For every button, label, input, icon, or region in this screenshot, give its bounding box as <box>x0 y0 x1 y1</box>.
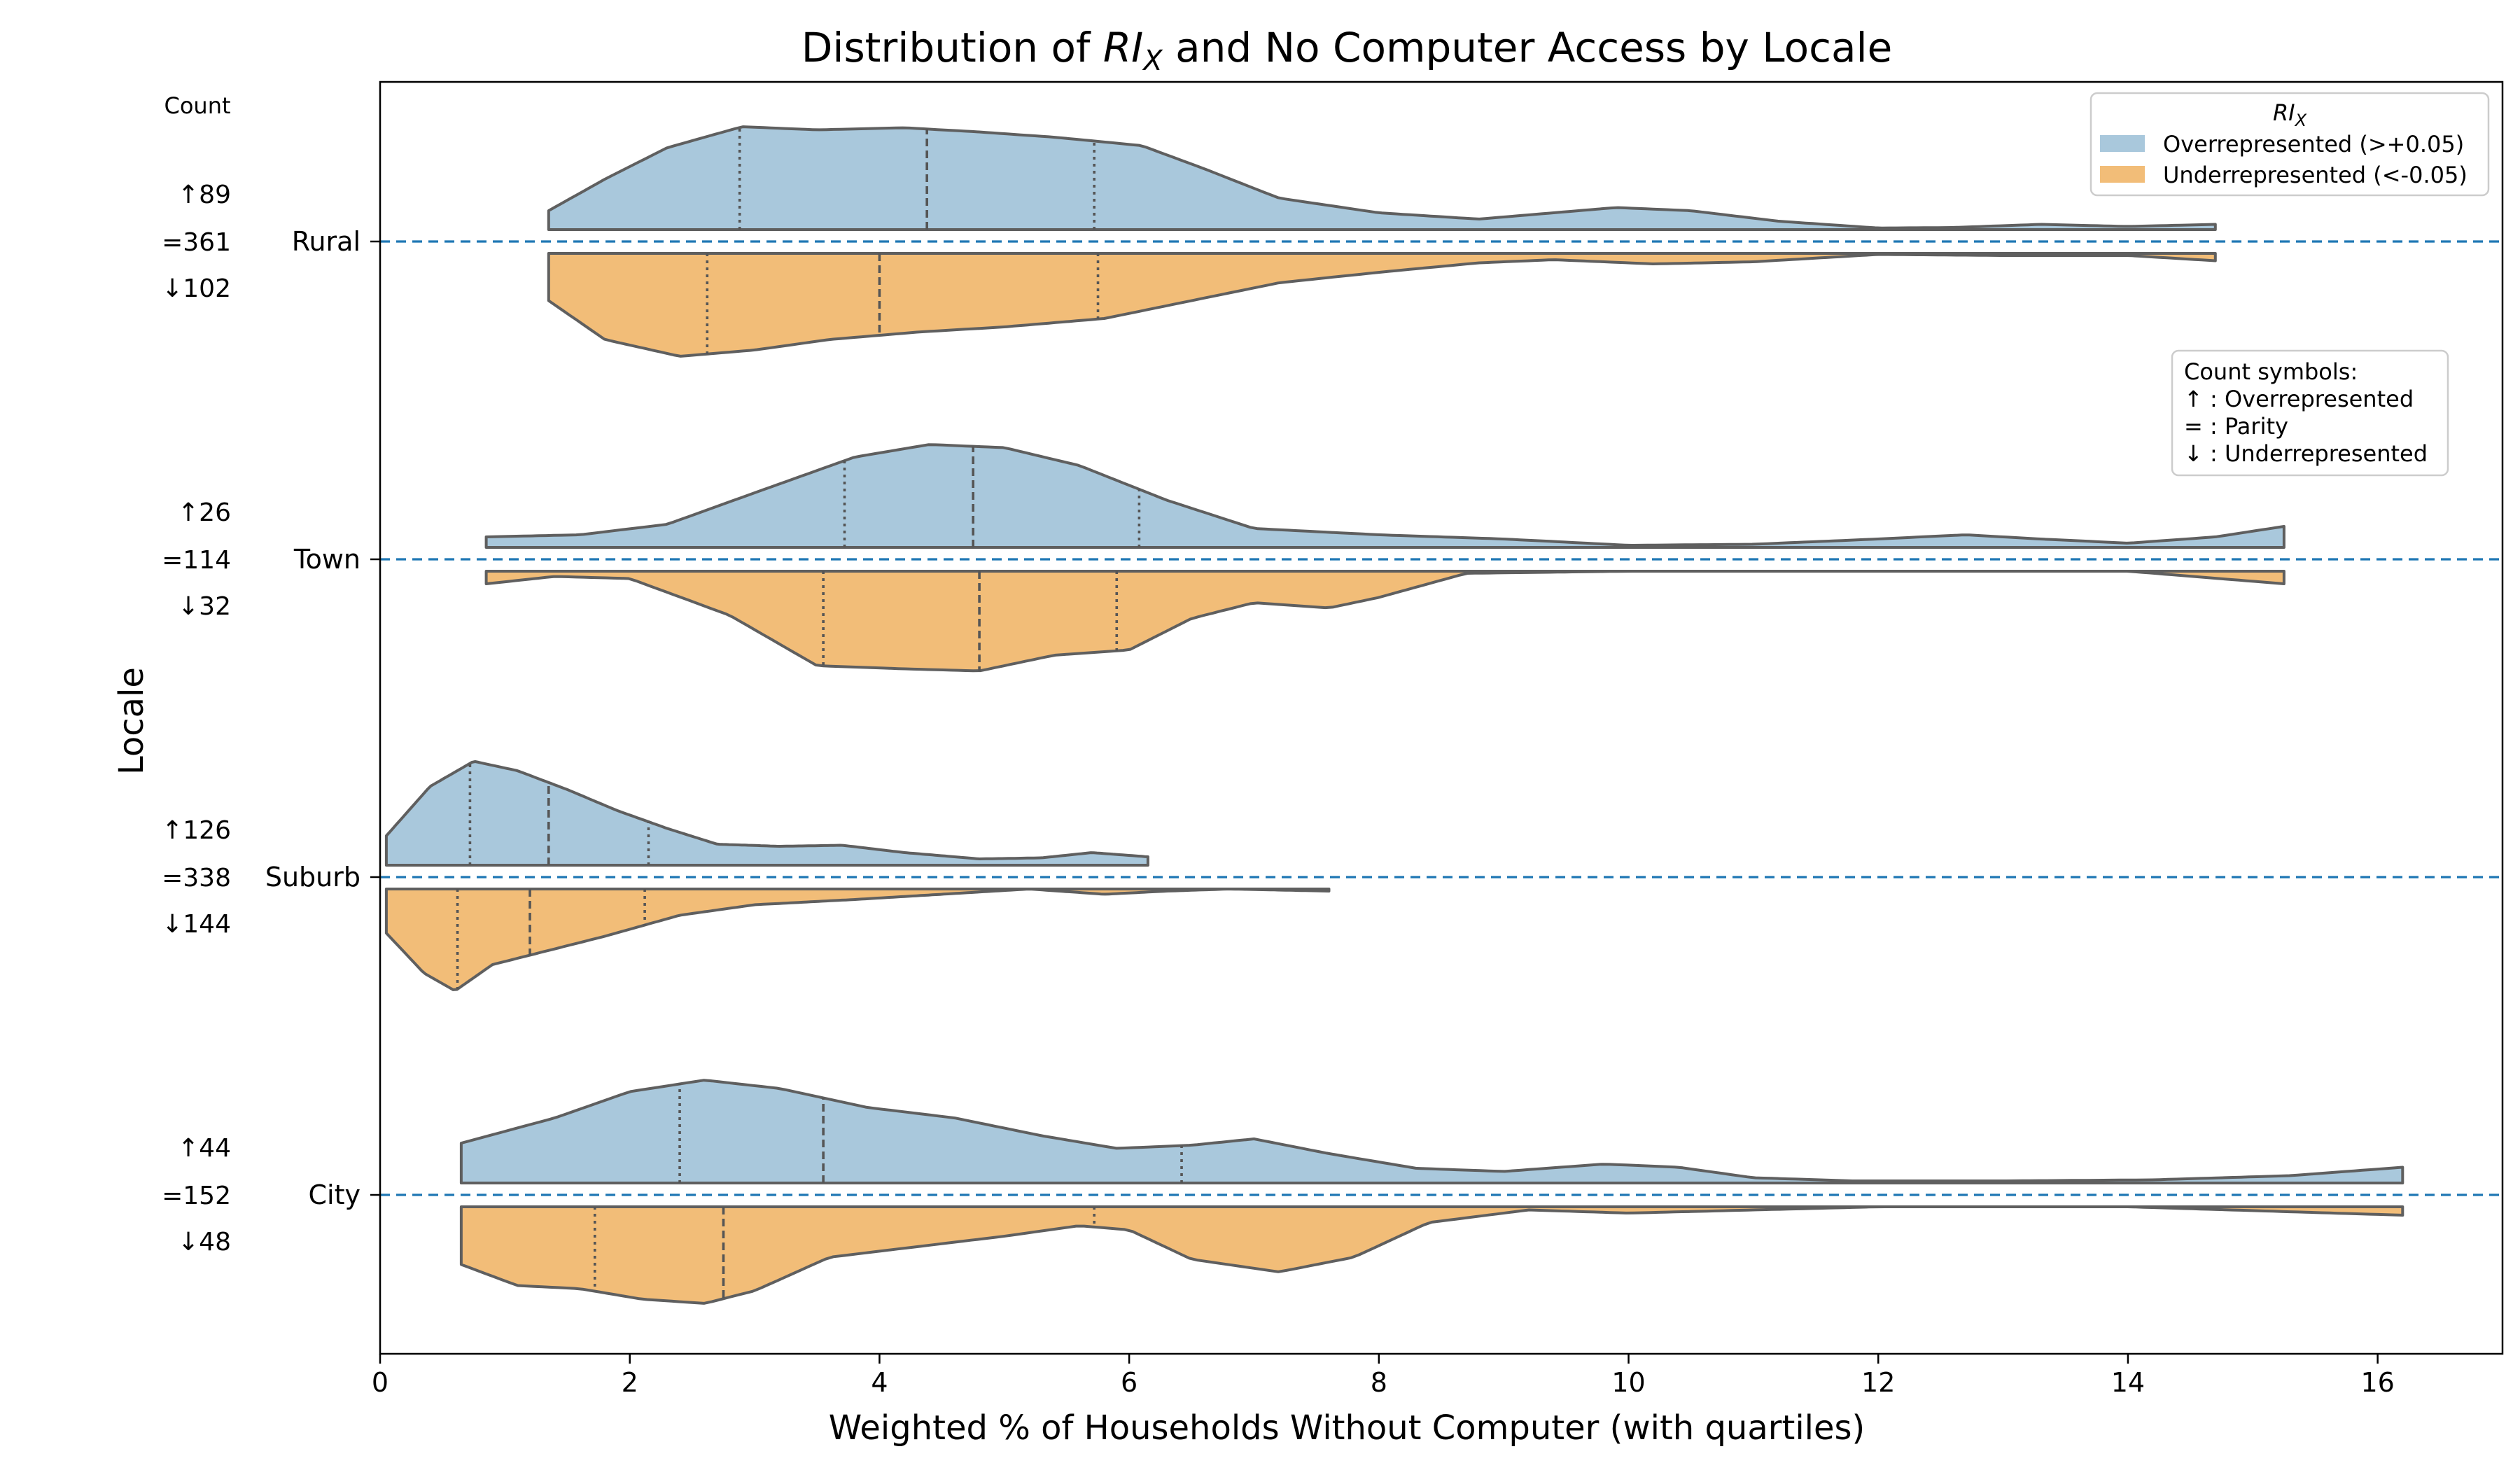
count-over-city: ↑44 <box>178 1134 231 1163</box>
count-header: Count <box>164 92 230 119</box>
plot-frame <box>379 80 2504 1355</box>
violin-rural-under <box>547 252 2217 358</box>
x-tick-label-6: 6 <box>1121 1367 1138 1398</box>
chart-title: Distribution of RIX and No Computer Acce… <box>802 24 1893 77</box>
y-tick-label-town: Town <box>293 544 360 575</box>
x-tick-label-16: 16 <box>2360 1367 2394 1398</box>
x-tick-label-12: 12 <box>1861 1367 1895 1398</box>
legend: RIX Overrepresented (>+0.05) Underrepres… <box>2090 92 2490 197</box>
count-symbols-under: ↓ : Underrepresented <box>2184 440 2428 467</box>
count-parity-rural: =361 <box>162 228 231 257</box>
y-axis-label: Locale <box>112 667 151 775</box>
y-axis-categories: Rural Town Suburb City <box>265 226 380 1210</box>
legend-box <box>2090 92 2490 197</box>
y-tick-label-rural: Rural <box>292 226 360 257</box>
violin-rural-over <box>547 125 2217 231</box>
count-symbols-title: Count symbols: <box>2184 358 2358 385</box>
x-tick-label-14: 14 <box>2111 1367 2145 1398</box>
y-tick-label-suburb: Suburb <box>265 862 360 892</box>
x-tick-label-0: 0 <box>372 1367 388 1398</box>
count-over-rural: ↑89 <box>178 181 231 209</box>
count-symbols-box <box>2171 349 2449 477</box>
count-over-suburb: ↑126 <box>162 816 231 845</box>
x-axis-ticks: 0 2 4 6 8 10 12 14 16 <box>372 1354 2395 1398</box>
count-parity-town: =114 <box>162 546 231 575</box>
count-under-suburb: ↓144 <box>162 910 231 939</box>
x-tick-label-10: 10 <box>1611 1367 1645 1398</box>
violin-suburb-over <box>384 760 1149 867</box>
legend-swatch-overrepresented <box>2100 135 2145 152</box>
x-axis-label: Weighted % of Households Without Compute… <box>829 1408 1865 1448</box>
legend-label-underrepresented: Underrepresented (<-0.05) <box>2163 162 2468 188</box>
violin-town-over <box>484 443 2286 549</box>
legend-label-overrepresented: Overrepresented (>+0.05) <box>2163 131 2464 158</box>
count-symbols-over: ↑ : Overrepresented <box>2184 386 2414 412</box>
quartile-lines <box>456 127 1183 1299</box>
x-tick-label-2: 2 <box>622 1367 638 1398</box>
y-tick-label-city: City <box>309 1180 360 1210</box>
count-parity-suburb: =338 <box>162 864 231 892</box>
legend-swatch-underrepresented <box>2100 166 2145 183</box>
count-annotations: ↑89 =361 ↓102 ↑26 =114 ↓32 ↑126 =338 ↓144 ↑44 =152… <box>162 181 231 1256</box>
count-symbols-note: Count symbols: ↑ : Overrepresented = : P… <box>2171 349 2449 477</box>
count-parity-city: =152 <box>162 1182 231 1210</box>
violins <box>384 125 2404 1305</box>
count-under-rural: ↓102 <box>162 274 231 303</box>
violin-city-over <box>459 1079 2404 1184</box>
violin-city-under <box>459 1205 2404 1305</box>
x-tick-label-8: 8 <box>1371 1367 1387 1398</box>
legend-title: RIX <box>2273 99 2307 130</box>
count-under-city: ↓48 <box>178 1228 231 1256</box>
count-symbols-parity: = : Parity <box>2184 413 2288 440</box>
violin-town-under <box>484 570 2286 673</box>
violin-suburb-under <box>384 888 1331 991</box>
count-under-town: ↓32 <box>178 592 231 621</box>
x-tick-label-4: 4 <box>871 1367 888 1398</box>
count-over-town: ↑26 <box>178 498 231 527</box>
